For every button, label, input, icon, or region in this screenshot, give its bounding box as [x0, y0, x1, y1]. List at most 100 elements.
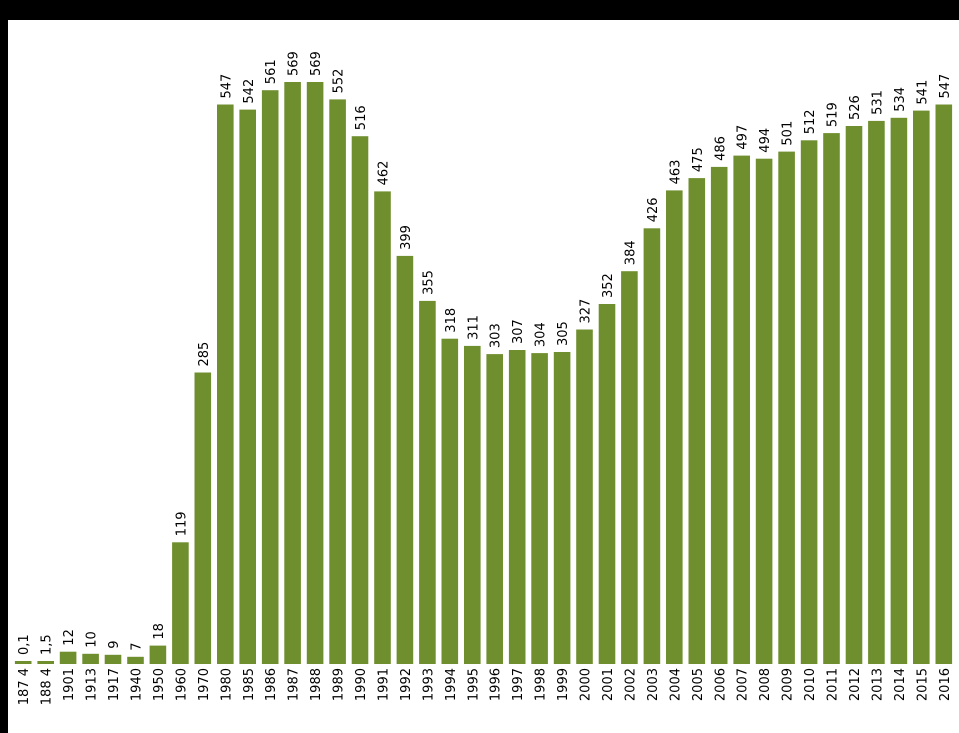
bar-1917 — [104, 654, 122, 664]
bar-1913 — [82, 653, 99, 664]
value-label-1987: 569 — [287, 51, 302, 76]
category-label-1986: 1986 — [264, 668, 279, 701]
category-label-1997: 1997 — [511, 668, 526, 701]
bar-2002 — [621, 271, 638, 664]
bar-1960 — [172, 542, 189, 664]
value-label-2011: 519 — [826, 102, 841, 127]
value-label-2003: 426 — [646, 197, 661, 222]
category-label-2013: 2013 — [870, 668, 885, 701]
value-label-2010: 512 — [803, 109, 818, 134]
category-label-2007: 2007 — [736, 668, 751, 701]
category-label-1995: 1995 — [466, 668, 481, 701]
category-label-2014: 2014 — [893, 668, 908, 701]
bar-1950 — [149, 645, 167, 664]
bar-2013 — [868, 120, 885, 664]
category-label-1884: 188 4 — [40, 668, 55, 705]
category-label-2016: 2016 — [938, 668, 953, 701]
category-label-1998: 1998 — [534, 668, 549, 701]
category-label-1913: 1913 — [85, 668, 100, 701]
category-label-1999: 1999 — [556, 668, 571, 701]
value-label-2013: 531 — [870, 90, 885, 115]
category-label-1989: 1989 — [332, 668, 347, 701]
value-label-1874: 0,1 — [17, 634, 32, 655]
value-label-1970: 285 — [197, 342, 212, 367]
category-label-1980: 1980 — [219, 668, 234, 701]
category-label-2005: 2005 — [691, 668, 706, 701]
category-label-1990: 1990 — [354, 668, 369, 701]
bar-2003 — [643, 228, 661, 665]
value-label-1988: 569 — [309, 51, 324, 76]
bar-2009 — [778, 151, 795, 665]
bar-1874 — [14, 661, 32, 664]
bar-1884 — [37, 661, 54, 664]
bar-1995 — [464, 345, 481, 664]
bar-1994 — [441, 338, 459, 664]
bar-1990 — [351, 136, 369, 664]
category-label-1917: 1917 — [107, 668, 122, 701]
bar-1993 — [419, 300, 436, 664]
category-label-2012: 2012 — [848, 668, 863, 701]
bar-1991 — [374, 191, 391, 664]
category-label-2002: 2002 — [623, 668, 638, 701]
category-label-1960: 1960 — [174, 668, 189, 701]
value-label-1996: 303 — [489, 323, 504, 348]
bar-1970 — [194, 372, 212, 664]
value-label-2001: 352 — [601, 273, 616, 298]
bar-2007 — [733, 155, 750, 664]
value-label-1999: 305 — [556, 321, 571, 346]
bar-2000 — [576, 329, 593, 664]
category-label-2010: 2010 — [803, 668, 818, 701]
category-label-1970: 1970 — [197, 668, 212, 701]
value-label-1995: 311 — [466, 315, 481, 340]
category-label-1987: 1987 — [287, 668, 302, 701]
bar-2010 — [800, 140, 818, 665]
value-label-1994: 318 — [444, 308, 459, 333]
category-label-1994: 1994 — [444, 668, 459, 701]
bar-1985 — [239, 109, 256, 665]
value-label-2007: 497 — [736, 125, 751, 150]
value-label-2004: 463 — [668, 160, 683, 185]
value-label-1986: 561 — [264, 59, 279, 84]
bar-1989 — [329, 99, 346, 664]
bar-1998 — [531, 353, 548, 664]
value-label-1980: 547 — [219, 74, 234, 99]
value-label-2006: 486 — [713, 136, 728, 161]
bar-1988 — [306, 82, 324, 664]
bar-1980 — [217, 104, 234, 664]
bar-1901 — [59, 651, 77, 664]
category-label-1874: 187 4 — [17, 668, 32, 705]
bar-2004 — [666, 190, 683, 664]
bar-1940 — [127, 656, 144, 664]
value-label-1940: 7 — [130, 643, 145, 651]
bar-1997 — [508, 350, 526, 664]
value-label-2005: 475 — [691, 147, 706, 172]
category-label-1992: 1992 — [399, 668, 414, 701]
category-label-1993: 1993 — [421, 668, 436, 701]
bar-1996 — [486, 354, 503, 664]
category-label-1940: 1940 — [130, 668, 145, 701]
category-label-2011: 2011 — [826, 668, 841, 701]
bar-2015 — [913, 110, 930, 665]
bar-2014 — [890, 117, 908, 665]
value-label-1913: 10 — [85, 631, 100, 648]
category-label-2006: 2006 — [713, 668, 728, 701]
bar-2016 — [935, 104, 953, 664]
bar-1999 — [553, 352, 571, 664]
category-label-2000: 2000 — [579, 668, 594, 701]
bar-1992 — [396, 255, 414, 664]
value-label-2009: 501 — [781, 121, 796, 146]
value-label-2012: 526 — [848, 95, 863, 120]
category-label-1988: 1988 — [309, 668, 324, 701]
category-label-1901: 1901 — [62, 668, 77, 701]
category-label-2003: 2003 — [646, 668, 661, 701]
value-label-1950: 18 — [152, 623, 167, 640]
value-label-1901: 12 — [62, 629, 77, 646]
chart-frame: 0,1 187 4 1,5 188 4 12 1901 10 1913 9 1917 7 1940 18… — [8, 20, 959, 733]
category-label-1950: 1950 — [152, 668, 167, 701]
bar-2006 — [710, 166, 728, 664]
category-label-2009: 2009 — [781, 668, 796, 701]
category-label-2015: 2015 — [915, 668, 930, 701]
value-label-2008: 494 — [758, 128, 773, 153]
value-label-1993: 355 — [421, 270, 436, 295]
value-label-1989: 552 — [332, 69, 347, 94]
